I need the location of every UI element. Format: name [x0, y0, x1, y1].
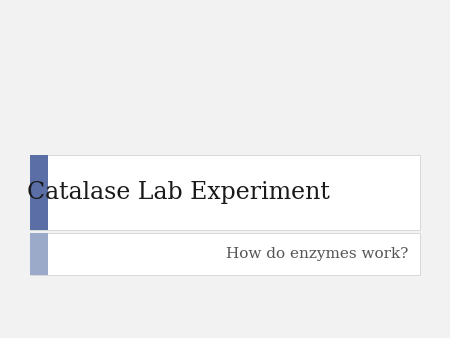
- Bar: [30, 233, 420, 275]
- Text: Catalase Lab Experiment: Catalase Lab Experiment: [27, 181, 330, 204]
- Bar: [30, 155, 48, 230]
- Bar: [30, 155, 420, 230]
- Text: How do enzymes work?: How do enzymes work?: [225, 247, 408, 261]
- Bar: [30, 233, 48, 275]
